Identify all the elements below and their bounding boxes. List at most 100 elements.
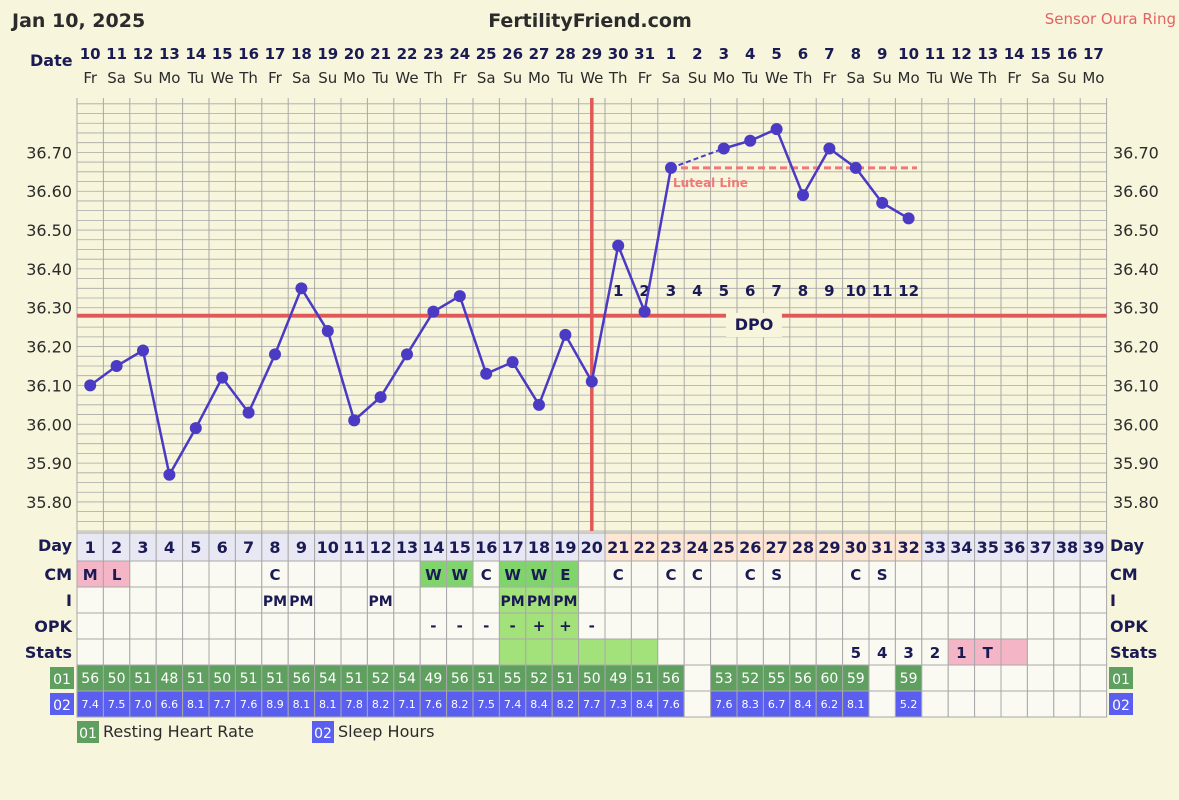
day-cell: [974, 532, 1002, 562]
weekday-label: Sa: [662, 69, 681, 87]
table-cell-i: [657, 586, 685, 614]
table-cell-opk: [525, 612, 553, 640]
dpo-number: 7: [771, 282, 781, 300]
day-cell: [419, 532, 448, 562]
table-cell-sleep: [657, 690, 685, 718]
date-number: 9: [877, 45, 887, 63]
table-cell-cm: [947, 560, 976, 588]
table-cell-opk: [472, 612, 500, 640]
table-cell-sleep: [525, 690, 553, 718]
table-cell-i: [604, 586, 632, 614]
table-cell-opk: [340, 612, 368, 640]
table-cell-i: [1026, 586, 1055, 614]
table-cell-cm: [129, 560, 157, 588]
table-cell-stats: [182, 638, 210, 666]
date-number: 28: [555, 45, 576, 63]
dpo-label-bg: [726, 313, 782, 337]
y-tick-label-left: 35.90: [26, 454, 72, 473]
y-tick-label-right: 36.00: [1113, 415, 1159, 434]
table-cell-cm: [498, 560, 527, 588]
table-cell-opk: [102, 612, 131, 640]
table-cell-i: [287, 586, 316, 614]
date-number: 15: [1030, 45, 1051, 63]
table-cell-sleep: [1026, 690, 1055, 718]
cm-value: C: [665, 566, 676, 584]
intercourse-value: PM: [500, 594, 524, 610]
cm-value: W: [452, 566, 469, 584]
date-number: 21: [370, 45, 391, 63]
date-number: 7: [824, 45, 834, 63]
table-cell-i: [842, 586, 870, 614]
weekday-label: Sa: [1031, 69, 1050, 87]
table-cell-opk: [287, 612, 316, 640]
temperature-point: [585, 375, 598, 388]
day-cell: [76, 532, 104, 562]
table-cell-cm: [921, 560, 949, 588]
table-cell-rhr: [1026, 664, 1055, 692]
sensor-badge-left-text: 01: [53, 672, 71, 688]
temperature-point: [453, 290, 466, 303]
table-cell-cm: [710, 560, 738, 588]
rhr-value: 48: [160, 671, 178, 687]
table-cell-stats: [366, 638, 395, 666]
cycle-day-number: 12: [369, 538, 391, 557]
table-cell-opk: [894, 612, 923, 640]
weekday-label: We: [765, 69, 788, 87]
table-cell-rhr: [974, 664, 1002, 692]
table-cell-opk: [578, 612, 606, 640]
date-number: 24: [449, 45, 470, 63]
table-cell-cm: [155, 560, 184, 588]
table-cell-i: [498, 586, 527, 614]
table-cell-stats: [551, 638, 580, 666]
cycle-day-number: 2: [111, 538, 122, 557]
table-cell-i: [446, 586, 474, 614]
table-cell-sleep: [921, 690, 949, 718]
rhr-value: 50: [583, 671, 601, 687]
opk-value: -: [509, 617, 515, 635]
row-label-left-stats: Stats: [25, 643, 72, 662]
table-cell-sleep: [102, 690, 131, 718]
temperature-point: [533, 398, 545, 411]
table-cell-sleep: [868, 690, 896, 718]
dpo-number: 9: [824, 282, 834, 300]
cycle-day-number: 34: [950, 538, 972, 557]
weekday-label: We: [211, 69, 234, 87]
y-tick-label-right: 36.50: [1113, 221, 1159, 240]
rhr-value: 52: [741, 671, 759, 687]
table-cell-cm: [630, 560, 659, 588]
sleep-value: 8.1: [847, 698, 865, 711]
table-cell-stats: [129, 638, 157, 666]
weekday-label: Mo: [528, 69, 550, 87]
chart-date: Jan 10, 2025: [10, 10, 145, 32]
table-cell-cm: [1026, 560, 1055, 588]
sleep-value: 6.6: [161, 698, 179, 711]
table-cell-sleep: [287, 690, 316, 718]
date-number: 14: [1004, 45, 1025, 63]
row-label-right-day: Day: [1110, 536, 1145, 555]
date-number: 16: [1057, 45, 1078, 63]
table-cell-i: [578, 586, 606, 614]
date-number: 29: [581, 45, 602, 63]
rhr-value: 56: [662, 671, 680, 687]
day-cell: [894, 532, 923, 562]
date-number: 22: [397, 45, 418, 63]
table-cell-sleep: [578, 690, 606, 718]
temperature-point: [163, 468, 176, 481]
legend-rhr-code: 01: [79, 726, 97, 742]
cycle-day-number: 20: [581, 538, 603, 557]
weekday-label: Mo: [343, 69, 365, 87]
table-cell-stats: [789, 638, 817, 666]
table-cell-stats: [1053, 638, 1081, 666]
row-label-left-i: I: [66, 591, 72, 610]
date-number: 3: [719, 45, 729, 63]
weekday-label: Sa: [846, 69, 865, 87]
weekday-label: We: [580, 69, 603, 87]
table-cell-stats: [234, 638, 263, 666]
table-cell-opk: [1053, 612, 1081, 640]
temperature-gap-line: [670, 147, 725, 169]
weekday-label: Fr: [83, 69, 98, 87]
sleep-value: 7.5: [477, 698, 495, 711]
temperature-line: [89, 167, 673, 479]
table-cell-i: [921, 586, 949, 614]
table-cell-sleep: [551, 690, 580, 718]
